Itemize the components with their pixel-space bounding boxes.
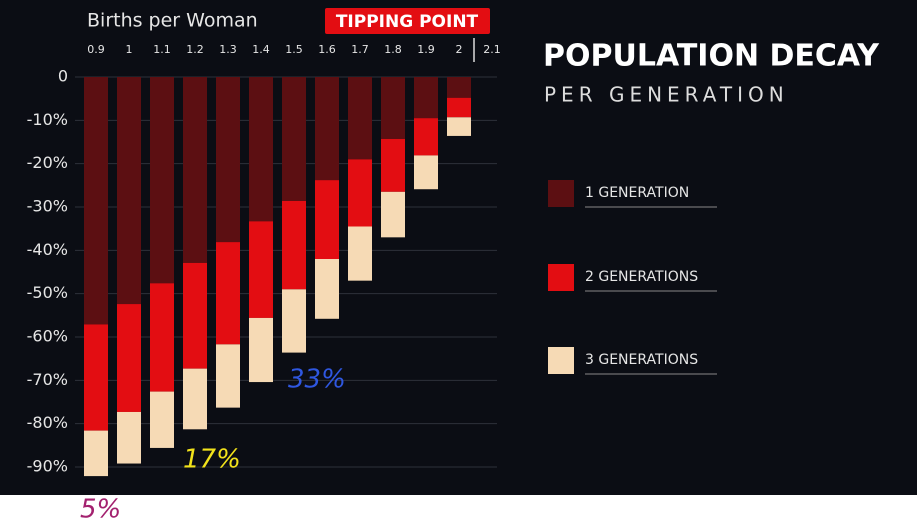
bar-segment	[150, 391, 174, 448]
bar-segment	[282, 289, 306, 353]
y-tick-label: -80%	[27, 413, 68, 432]
y-tick-label: -60%	[27, 327, 68, 346]
y-tick-label: -50%	[27, 283, 68, 302]
x-tick-label: 1.6	[318, 43, 336, 56]
bar-segment	[348, 77, 372, 160]
bar-segment	[183, 368, 207, 430]
bar-segment	[150, 283, 174, 392]
x-tick-label: 2	[456, 43, 463, 56]
bar-segment	[117, 304, 141, 412]
bar-segment	[381, 191, 405, 238]
bar-segment	[348, 226, 372, 281]
bar-segment	[249, 317, 273, 383]
legend-swatch	[548, 180, 574, 207]
bar-segment	[315, 259, 339, 319]
bar-segment	[216, 242, 240, 345]
bar-segment	[249, 221, 273, 318]
tipping-point-label: TIPPING POINT	[336, 12, 479, 32]
bar-segment	[381, 138, 405, 192]
bar-segment	[447, 97, 471, 118]
x-tick-label: 1.3	[219, 43, 237, 56]
x-tick-label: 1.8	[384, 43, 402, 56]
legend-label: 1 GENERATION	[585, 185, 689, 201]
bar-segment	[282, 77, 306, 201]
bar-segment	[183, 77, 207, 263]
bar-segment	[414, 77, 438, 119]
bar-segment	[282, 200, 306, 290]
bar-segment	[216, 344, 240, 408]
bar-segment	[183, 262, 207, 369]
chart-title: POPULATION DECAY	[543, 39, 880, 74]
bar-segment	[381, 77, 405, 139]
bar-segment	[84, 324, 108, 431]
annotation: 5%	[80, 495, 121, 524]
y-tick-label: -70%	[27, 370, 68, 389]
x-tick-label: 2.1	[483, 43, 501, 56]
bar-segment	[348, 159, 372, 227]
x-tick-label: 1.4	[252, 43, 270, 56]
bar-segment	[414, 155, 438, 190]
legend-swatch	[548, 264, 574, 291]
legend-swatch	[548, 347, 574, 374]
bar-segment	[150, 77, 174, 284]
y-tick-label: 0	[58, 67, 68, 86]
legend-label: 3 GENERATIONS	[585, 352, 698, 368]
bar-segment	[315, 180, 339, 259]
bar-segment	[315, 77, 339, 181]
tipping-point-box	[325, 8, 490, 34]
y-tick-label: -20%	[27, 153, 68, 172]
bar-segment	[249, 77, 273, 222]
x-tick-label: 1.1	[153, 43, 171, 56]
x-tick-label: 1	[126, 43, 133, 56]
x-tick-label: 1.7	[351, 43, 369, 56]
x-axis-title: Births per Woman	[87, 10, 258, 32]
bar-segment	[216, 77, 240, 243]
annotation: 17%	[183, 445, 241, 475]
legend-label: 2 GENERATIONS	[585, 269, 698, 285]
x-tick-label: 1.5	[285, 43, 303, 56]
bar-segment	[117, 411, 141, 464]
x-tick-label: 1.2	[186, 43, 204, 56]
x-tick-label: 0.9	[87, 43, 105, 56]
x-tick-label: 1.9	[417, 43, 435, 56]
bar-segment	[447, 117, 471, 136]
bar-segment	[117, 77, 141, 305]
y-tick-label: -90%	[27, 457, 68, 476]
y-tick-label: -30%	[27, 197, 68, 216]
bar-segment	[447, 77, 471, 98]
y-tick-label: -10%	[27, 110, 68, 129]
bar-segment	[84, 430, 108, 477]
annotation: 33%	[288, 365, 346, 395]
chart-subtitle: PER GENERATION	[544, 83, 789, 107]
y-tick-label: -40%	[27, 240, 68, 259]
bar-segment	[84, 77, 108, 325]
bar-segment	[414, 118, 438, 156]
